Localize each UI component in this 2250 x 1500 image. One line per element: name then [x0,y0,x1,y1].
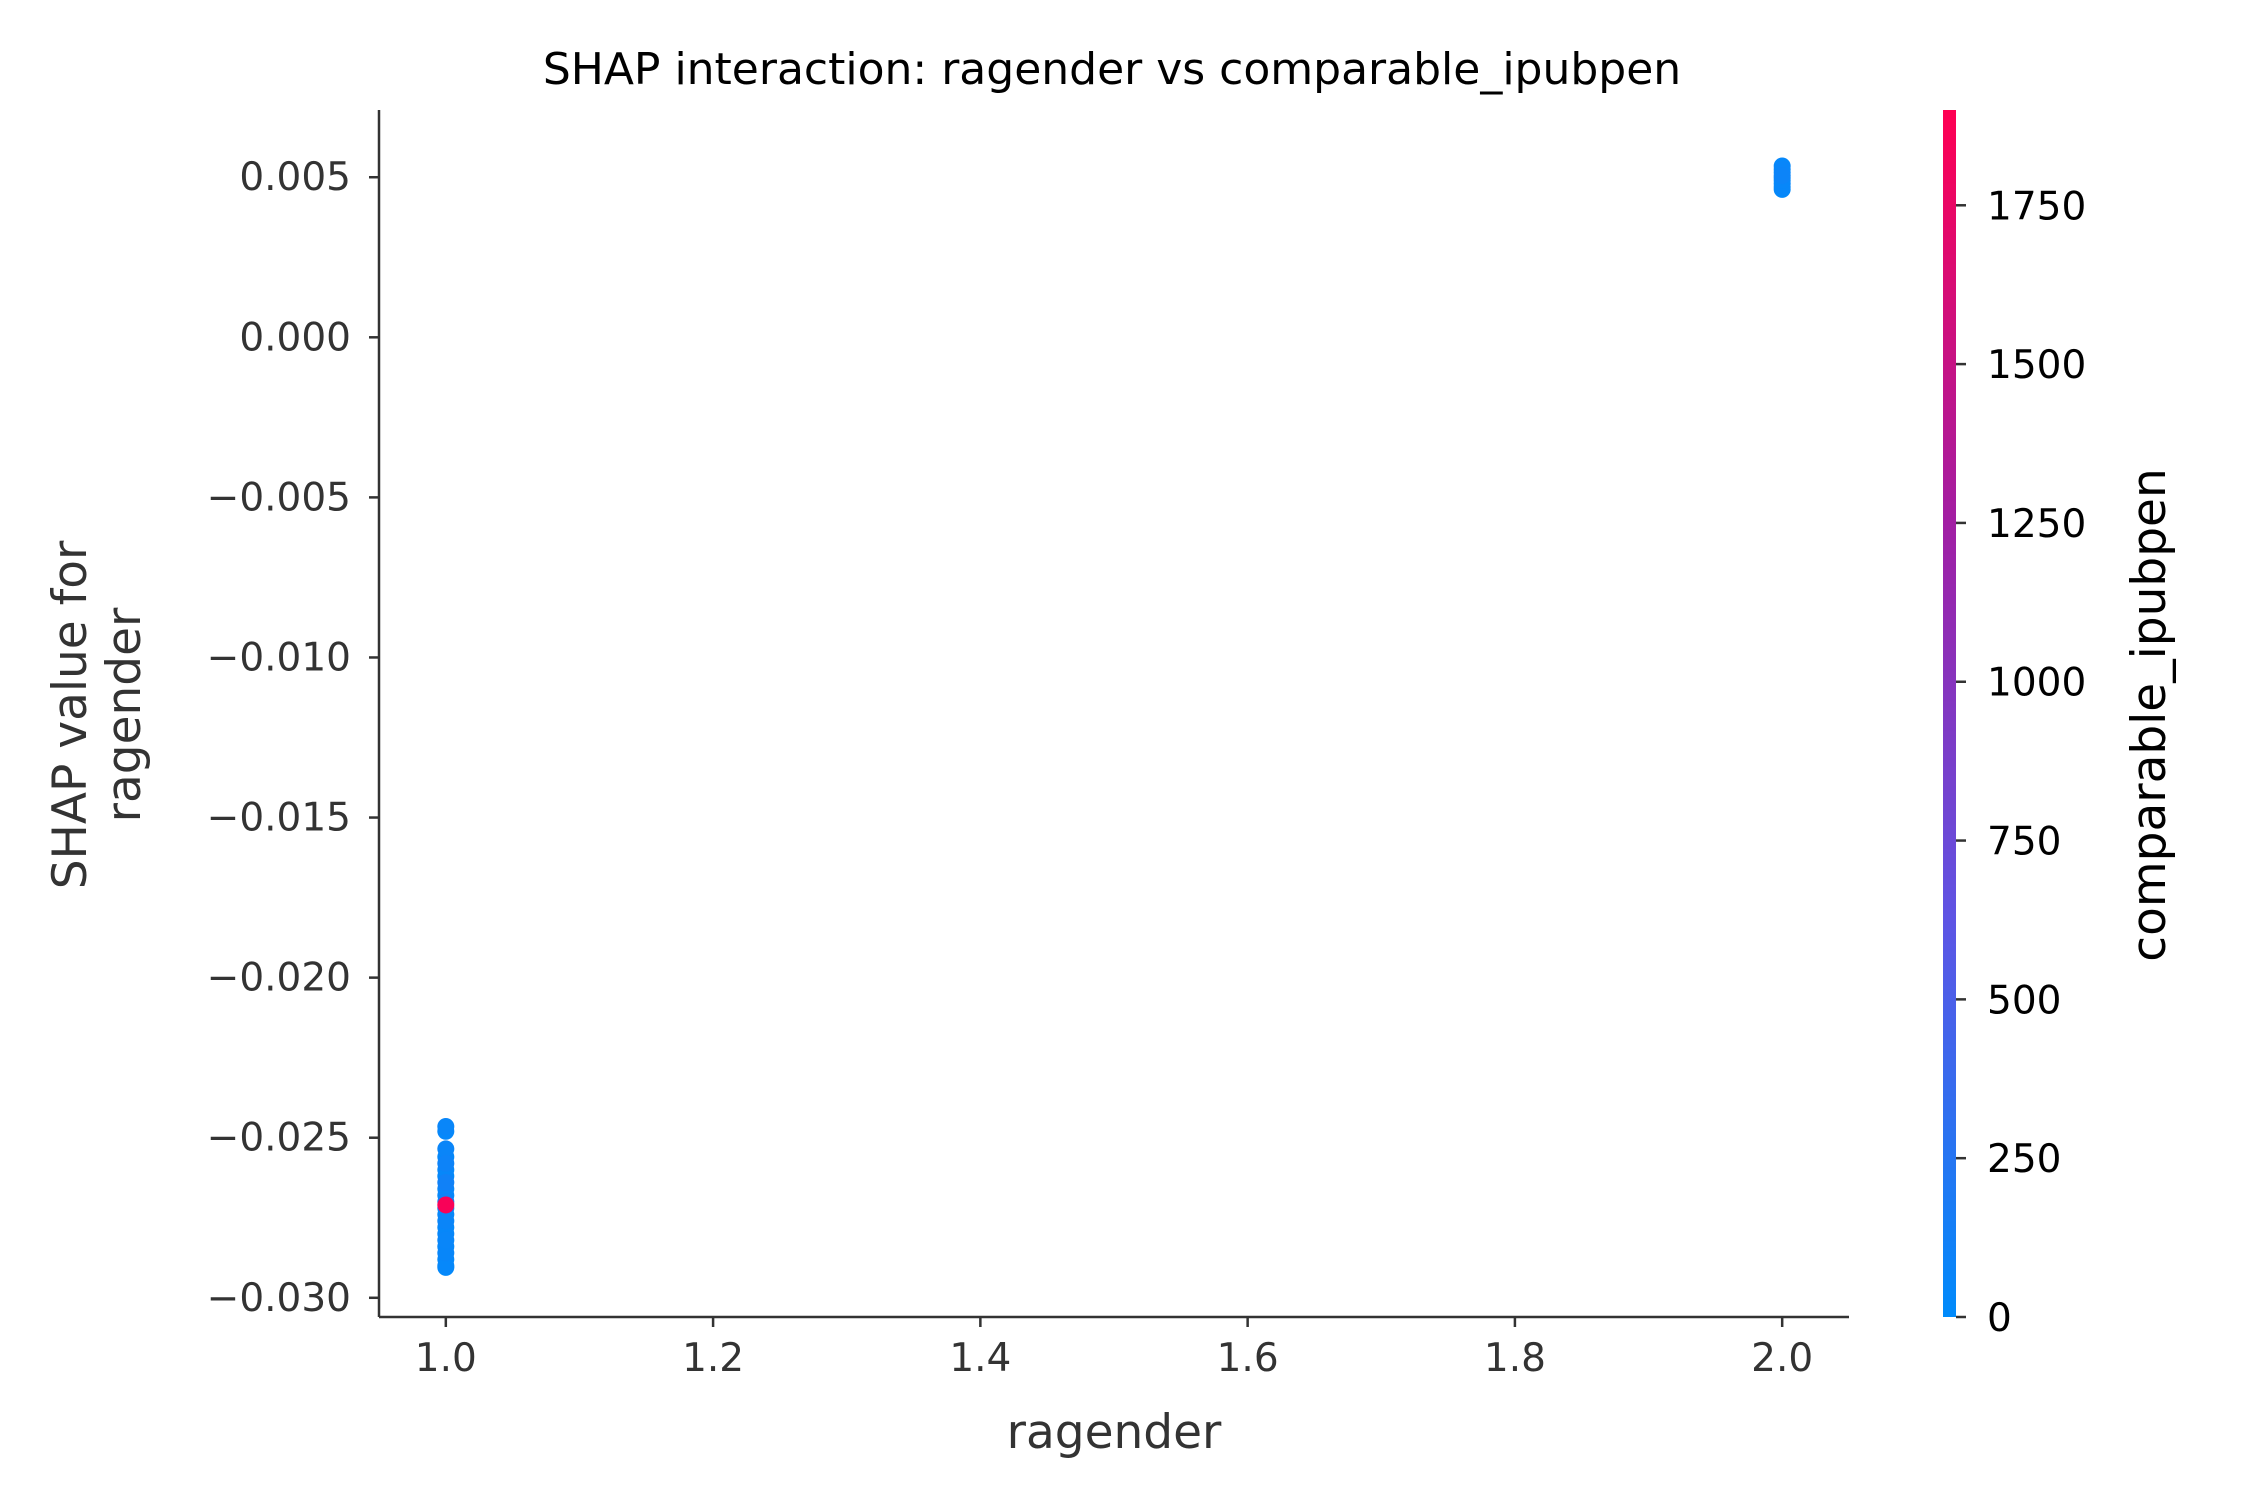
data-point [437,1257,455,1275]
data-point [437,1196,455,1214]
data-point [437,1118,455,1136]
colorbar-tick-label: 250 [1987,1137,2061,1182]
colorbar-tick-label: 750 [1987,820,2061,865]
y-tick-label: −0.005 [207,475,351,520]
y-tick-label: −0.025 [207,1116,351,1161]
y-tick-label: −0.010 [207,635,351,680]
colorbar-tick-label: 0 [1987,1296,2012,1341]
y-tick-label: 0.005 [239,155,351,200]
x-tick-label: 2.0 [1751,1336,1813,1381]
data-point [437,1231,455,1249]
y-tick-label: −0.015 [207,796,351,841]
y-tick-label: −0.020 [207,956,351,1001]
colorbar-tick-label: 1000 [1987,661,2086,706]
colorbar-tick-label: 1750 [1987,184,2086,229]
chart-title: SHAP interaction: ragender vs comparable… [543,44,1681,95]
scatter-points [437,157,1791,1276]
x-tick-label: 1.8 [1484,1336,1546,1381]
y-tick-label: −0.030 [207,1276,351,1321]
y-axis-ticks: 0.005 0.000 −0.005 −0.010 −0.015 −0.020 −0.025… [207,155,379,1321]
data-point [437,1174,455,1192]
y-axis-title-line-2: ragender [97,607,152,822]
data-point [437,1212,455,1230]
data-point [437,1244,455,1262]
x-axis-ticks: 1.0 1.2 1.4 1.6 1.8 2.0 [415,1317,1813,1381]
y-axis-title: SHAP value for ragender [43,540,152,889]
x-tick-label: 1.6 [1217,1336,1279,1381]
y-tick-label: 0.000 [239,315,351,360]
x-tick-label: 1.2 [682,1336,744,1381]
x-tick-label: 1.4 [949,1336,1011,1381]
x-tick-label: 1.0 [415,1336,477,1381]
colorbar [1943,110,1956,1317]
colorbar-tick-label: 1250 [1987,502,2086,547]
colorbar-tick-label: 500 [1987,978,2061,1023]
colorbar-tick-label: 1500 [1987,343,2086,388]
data-point [1773,167,1791,185]
colorbar-ticks: 0 250 500 750 1000 1250 1500 1750 [1956,184,2086,1341]
y-axis-title-line-1: SHAP value for [43,540,98,889]
data-point [437,1140,455,1158]
colorbar-title: comparable_ipubpen [2122,468,2177,962]
x-axis-title: ragender [1007,1405,1222,1460]
data-point [437,1154,455,1172]
